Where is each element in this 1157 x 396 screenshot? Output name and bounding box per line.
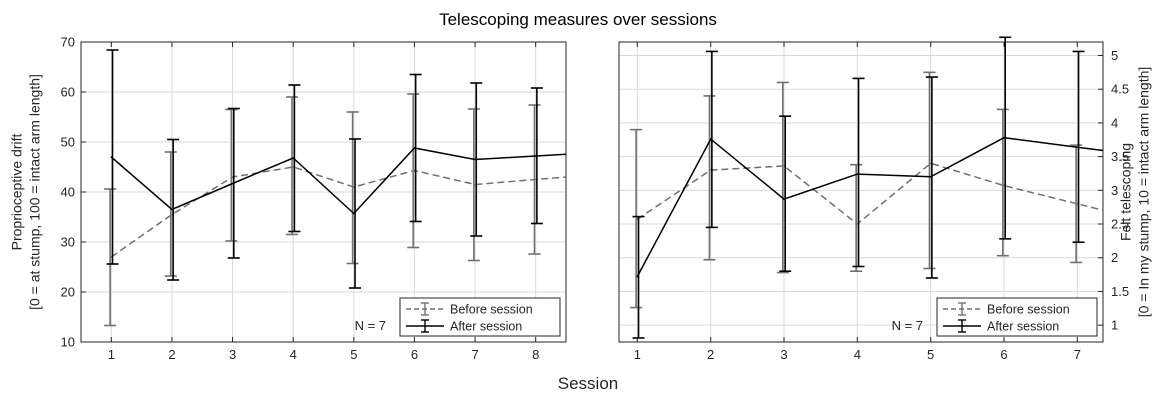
x-tick-label: 3 bbox=[229, 347, 236, 362]
sample-size-annotation: N = 7 bbox=[355, 318, 386, 333]
series-line bbox=[636, 136, 1104, 277]
legend-box bbox=[936, 297, 1098, 337]
series-after bbox=[106, 49, 567, 289]
series-after bbox=[632, 36, 1104, 339]
data-point bbox=[413, 147, 416, 149]
x-tick-label: 7 bbox=[471, 347, 478, 362]
data-point bbox=[636, 218, 639, 221]
chart-panel-right: 1 2 3 4 5 6 7 1 1.5 2 2.5 3 3.5 4 4.5 5 Felt telescoping… bbox=[618, 36, 1152, 362]
x-tick-label: 6 bbox=[1000, 347, 1007, 362]
data-point bbox=[636, 275, 639, 278]
y-tick-label: 50 bbox=[61, 135, 75, 150]
y-tick-label: 10 bbox=[61, 335, 75, 350]
y-tick-label: 40 bbox=[61, 185, 75, 200]
y-axis-label: Felt telescoping bbox=[1118, 143, 1134, 241]
y-tick-label: 2 bbox=[1111, 250, 1118, 265]
y-tick-label: 20 bbox=[61, 285, 75, 300]
data-point bbox=[709, 138, 712, 140]
data-point bbox=[110, 156, 113, 158]
legend: Before session After session bbox=[936, 297, 1098, 337]
x-tick-label: 2 bbox=[707, 347, 714, 362]
data-point bbox=[856, 223, 859, 225]
y-tick-label: 4 bbox=[1111, 115, 1118, 130]
y-tick-label: 2.5 bbox=[1111, 217, 1129, 232]
series-line bbox=[110, 147, 567, 215]
data-point bbox=[1003, 136, 1005, 139]
legend-label: Before session bbox=[987, 303, 1070, 317]
y-tick-label: 3.5 bbox=[1111, 149, 1129, 164]
y-tick-label: 1.5 bbox=[1111, 284, 1129, 299]
legend-label: After session bbox=[987, 320, 1059, 334]
x-tick-label: 1 bbox=[108, 347, 115, 362]
x-tick-label: 1 bbox=[634, 347, 641, 362]
y-tick-label: 30 bbox=[61, 235, 75, 250]
y-tick-label: 4.5 bbox=[1111, 82, 1129, 97]
y-tick-label: 5 bbox=[1111, 48, 1118, 63]
data-point bbox=[783, 198, 785, 200]
data-point bbox=[534, 155, 537, 157]
x-tick-label: 4 bbox=[290, 347, 297, 362]
data-point bbox=[1076, 146, 1079, 148]
y-tick-label: 60 bbox=[61, 85, 75, 100]
data-point bbox=[856, 173, 859, 175]
x-tick-label: 8 bbox=[532, 347, 539, 362]
x-axis-label: Session bbox=[558, 374, 618, 393]
x-tick-label: 5 bbox=[350, 347, 357, 362]
y-axis-label: [0 = In my stump, 10 = intact arm length… bbox=[1136, 67, 1152, 318]
data-point bbox=[292, 157, 294, 159]
sample-size-annotation: N = 7 bbox=[892, 318, 923, 333]
y-tick-label: 1 bbox=[1111, 318, 1118, 333]
figure-title: Telescoping measures over sessions bbox=[439, 10, 717, 29]
x-tick-label: 7 bbox=[1074, 347, 1081, 362]
x-tick-label: 6 bbox=[411, 347, 418, 362]
data-point bbox=[353, 212, 355, 215]
x-tick-label: 5 bbox=[927, 347, 934, 362]
legend: Before session After session bbox=[399, 297, 561, 337]
chart-panel-left: 1 2 3 4 5 6 7 8 10 20 30 40 50 60 70 Proprioceptive dri… bbox=[9, 35, 567, 362]
plot-frame bbox=[618, 41, 1104, 343]
data-point bbox=[474, 158, 476, 161]
y-tick-label: 3 bbox=[1111, 183, 1118, 198]
legend-box bbox=[399, 297, 561, 337]
series-line bbox=[110, 166, 567, 258]
data-point bbox=[929, 176, 932, 178]
y-axis-label: Proprioceptive drift bbox=[9, 134, 25, 251]
data-point bbox=[171, 208, 173, 211]
data-point bbox=[231, 182, 234, 185]
series-before bbox=[630, 71, 1104, 309]
y-tick-label: 70 bbox=[61, 35, 75, 50]
x-tick-label: 3 bbox=[780, 347, 787, 362]
x-tick-label: 2 bbox=[168, 347, 175, 362]
series-line bbox=[636, 162, 1104, 225]
y-axis-label: [0 = at stump, 100 = intact arm length] bbox=[27, 74, 43, 310]
legend-label: After session bbox=[450, 320, 522, 334]
x-tick-label: 4 bbox=[854, 347, 861, 362]
legend-label: Before session bbox=[450, 303, 533, 317]
